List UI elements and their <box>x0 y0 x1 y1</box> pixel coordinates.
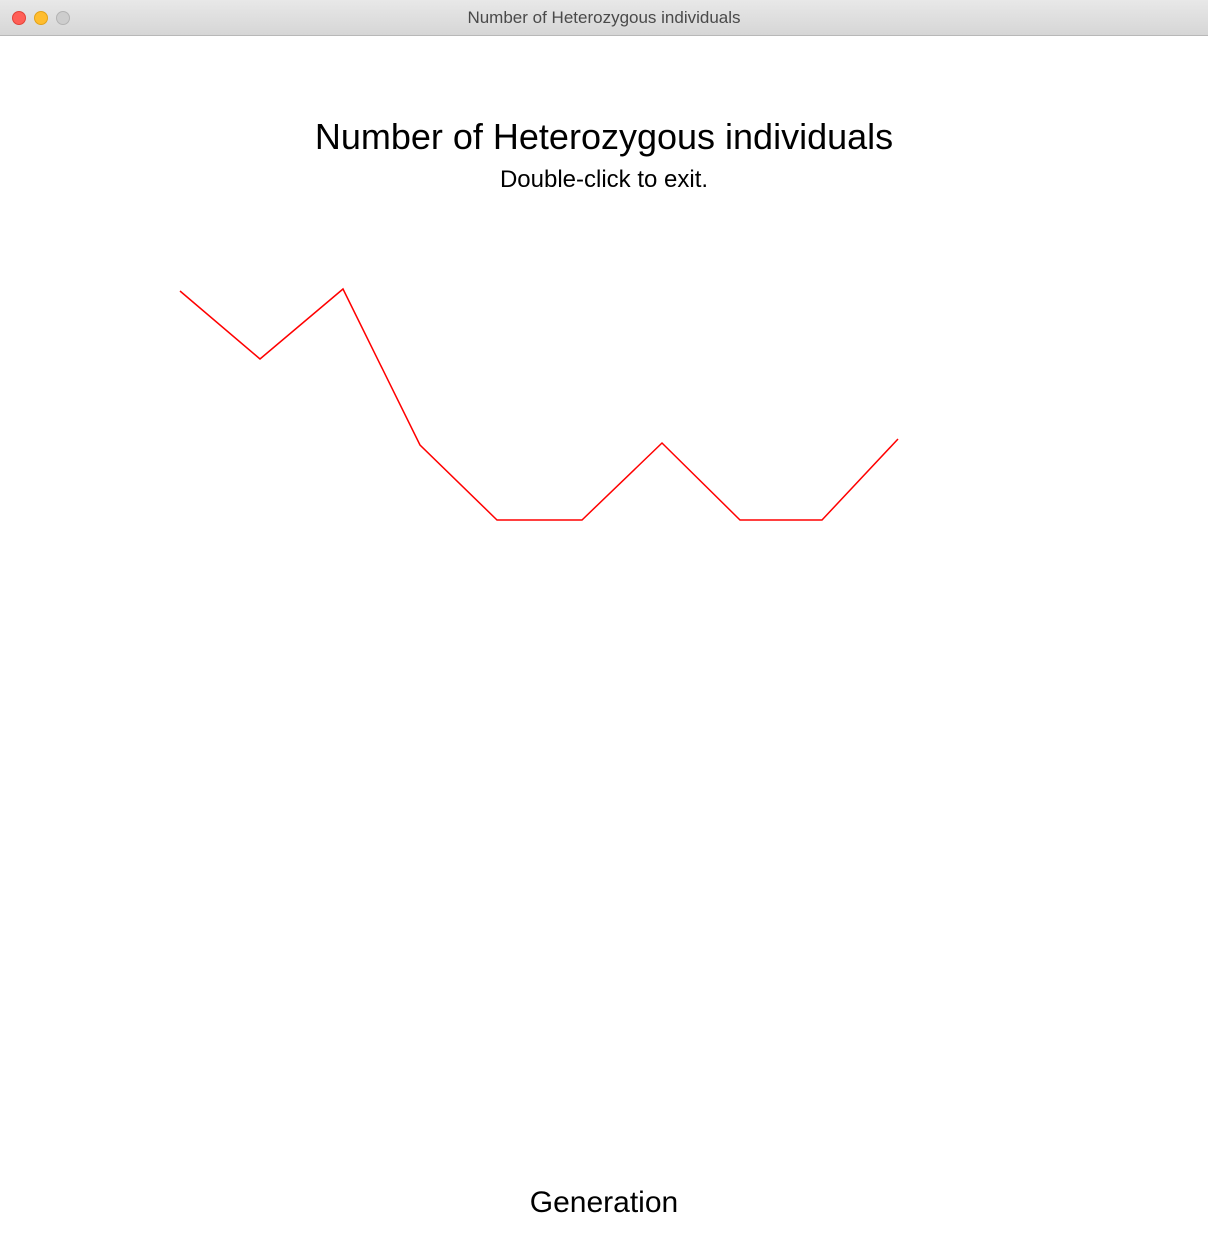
chart-xlabel: Generation <box>0 1186 1208 1220</box>
minimize-icon[interactable] <box>34 11 48 25</box>
window-titlebar: Number of Heterozygous individuals <box>0 0 1208 36</box>
window-title: Number of Heterozygous individuals <box>0 8 1208 28</box>
chart-area[interactable]: Number of Heterozygous individuals Doubl… <box>0 36 1208 1246</box>
window-controls <box>12 11 70 25</box>
close-icon[interactable] <box>12 11 26 25</box>
chart-line <box>180 289 898 520</box>
maximize-icon <box>56 11 70 25</box>
chart-svg <box>0 36 1208 1246</box>
